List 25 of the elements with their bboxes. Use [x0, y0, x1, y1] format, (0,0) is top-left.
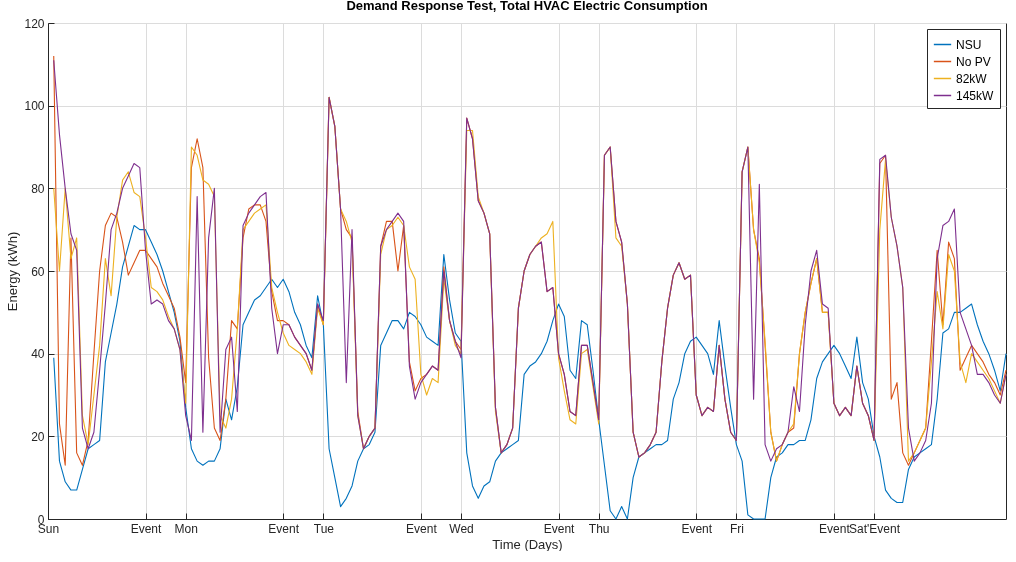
x-tick-label: Tue — [313, 521, 335, 536]
legend-label: 145kW — [956, 88, 995, 103]
x-tick-label: Event — [130, 521, 163, 536]
x-tick-label: Event — [819, 521, 851, 536]
x-tick-label: Event — [543, 521, 576, 536]
y-axis-title: Energy (kWh) — [5, 231, 21, 312]
legend-label: 82kW — [956, 71, 988, 86]
chart-title: Demand Response Test, Total HVAC Electric Consumption — [346, 0, 708, 13]
x-tick-label: Thu — [588, 521, 610, 536]
x-tick-label: Fri — [729, 521, 744, 536]
x-tick-label: Event — [406, 521, 438, 536]
x-tick-label: Mon — [174, 521, 198, 536]
y-tick-label: 100 — [24, 99, 45, 114]
y-tick-label: 40 — [31, 347, 45, 362]
y-tick-label: 80 — [31, 181, 45, 196]
y-tick-label: 120 — [24, 16, 45, 31]
x-axis-title: Time (Days) — [492, 536, 563, 552]
y-tick-label: 20 — [31, 429, 45, 444]
x-tick-label: Event — [681, 521, 713, 536]
legend-label: NSU — [956, 37, 982, 52]
y-tick-label: 60 — [31, 264, 45, 279]
x-tick-label: Sat'Event — [849, 521, 901, 536]
x-tick-label: Wed — [449, 521, 474, 536]
legend-label: No PV — [956, 54, 991, 69]
x-tick-label: Event — [268, 521, 300, 536]
